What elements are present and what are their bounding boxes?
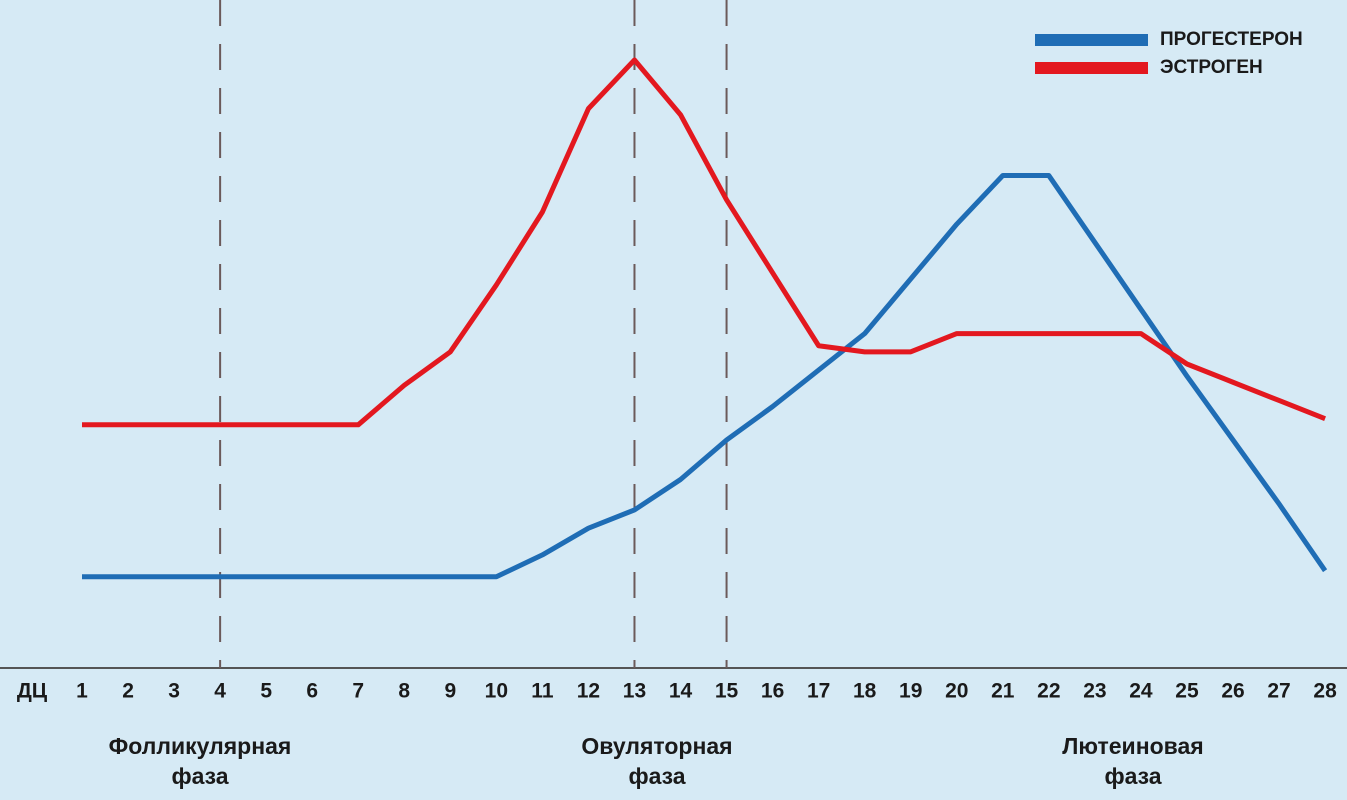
x-tick-label: 28 — [1313, 680, 1337, 703]
series-line — [82, 57, 1327, 428]
phase-label: фаза — [171, 763, 228, 789]
x-tick-label: 2 — [122, 680, 134, 703]
x-tick-label: 18 — [853, 680, 877, 703]
x-axis-label: ДЦ — [17, 680, 48, 703]
x-tick-label: 13 — [623, 680, 646, 703]
series-line — [82, 173, 1328, 580]
legend-swatch — [1035, 34, 1148, 46]
phase-label: Лютеиновая — [1062, 733, 1203, 759]
legend-swatch — [1035, 62, 1148, 74]
x-tick-label: 5 — [260, 680, 272, 703]
phase-label: фаза — [628, 763, 685, 789]
phase-label: Овуляторная — [581, 733, 732, 759]
x-tick-label: 27 — [1267, 680, 1290, 703]
x-tick-label: 21 — [991, 680, 1015, 703]
x-tick-label: 19 — [899, 680, 922, 703]
x-tick-label: 10 — [485, 680, 508, 703]
x-tick-label: 14 — [669, 680, 693, 703]
phase-label: Фолликулярная — [109, 733, 292, 759]
legend-label: ПРОГЕСТЕРОН — [1160, 29, 1303, 50]
x-tick-label: 9 — [444, 680, 456, 703]
x-tick-label: 20 — [945, 680, 968, 703]
x-tick-label: 23 — [1083, 680, 1106, 703]
legend-label: ЭСТРОГЕН — [1160, 57, 1263, 78]
x-tick-label: 25 — [1175, 680, 1199, 703]
x-tick-label: 17 — [807, 680, 830, 703]
x-tick-label: 1 — [76, 680, 88, 703]
x-tick-label: 11 — [531, 680, 554, 703]
x-tick-label: 15 — [715, 680, 739, 703]
x-tick-label: 8 — [398, 680, 410, 703]
x-tick-label: 7 — [352, 680, 364, 703]
x-tick-label: 4 — [214, 680, 226, 703]
x-tick-label: 16 — [761, 680, 784, 703]
x-tick-label: 6 — [306, 680, 318, 703]
x-tick-label: 24 — [1129, 680, 1153, 703]
x-tick-label: 3 — [168, 680, 180, 703]
x-tick-label: 12 — [577, 680, 600, 703]
x-tick-label: 22 — [1037, 680, 1060, 703]
x-tick-label: 26 — [1221, 680, 1244, 703]
phase-label: фаза — [1104, 763, 1161, 789]
